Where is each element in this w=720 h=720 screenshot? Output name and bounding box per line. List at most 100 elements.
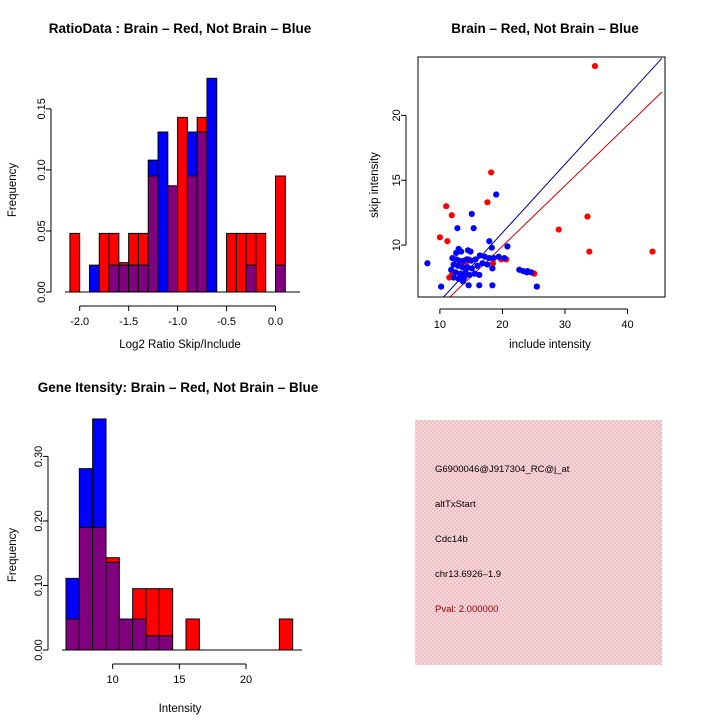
scatter-point: [476, 252, 484, 259]
x-axis-tick-label: 40: [621, 319, 633, 331]
hist-bar: [275, 175, 286, 266]
scatter-point: [476, 282, 483, 289]
scatter-point: [493, 191, 500, 198]
hist-bar: [255, 232, 267, 293]
scatter-point: [438, 283, 445, 290]
scatter-point: [443, 203, 450, 210]
hist-bar-overlap: [196, 131, 208, 293]
gene-intensity-bars: [65, 418, 294, 651]
scatter-point: [458, 248, 465, 255]
x-axis-tick-label: 20: [240, 674, 252, 686]
scatter-point: [466, 271, 474, 279]
scatter-point: [472, 256, 479, 263]
x-axis-tick-label: 10: [107, 674, 119, 686]
y-axis-tick-label: 0.20: [33, 510, 45, 531]
hist-bar-overlap: [186, 175, 198, 293]
scatter-point: [468, 265, 475, 272]
scatter-inner: [424, 57, 663, 297]
hist-bar: [69, 232, 81, 293]
hist-bar: [226, 232, 237, 293]
scatter-point: [504, 243, 511, 250]
scatter-point: [495, 253, 502, 260]
hist-bar: [98, 232, 110, 293]
y-axis-tick-label: 0.00: [33, 639, 45, 660]
x-axis-tick-label: -0.5: [217, 316, 236, 328]
scatter-point: [448, 212, 455, 219]
hist-bar-overlap: [108, 264, 120, 293]
scatter-point: [528, 269, 535, 276]
ratio-histogram-bars: [69, 77, 286, 293]
intensity-scatter-title: Brain – Red, Not Brain – Blue: [451, 21, 639, 36]
gene-info-event-type: altTxStart: [435, 499, 476, 510]
panel-gene-info: G6900046@J917304_RC@j_at altTxStart Cdc14b…: [360, 360, 720, 720]
scatter-point: [488, 169, 495, 176]
scatter-point: [446, 274, 453, 281]
scatter-point: [489, 265, 496, 272]
scatter-point: [470, 225, 477, 232]
scatter-point: [450, 274, 457, 281]
scatter-point: [424, 260, 431, 267]
hist-bar: [137, 232, 149, 266]
x-axis-tick-label: 15: [173, 674, 185, 686]
ratio-histogram-svg: RatioData : Brain – Red, Not Brain – Blu…: [7, 21, 312, 351]
hist-bar: [145, 588, 160, 637]
hist-bar-overlap: [275, 264, 286, 293]
gene-info-svg: G6900046@J917304_RC@j_at altTxStart Cdc14b…: [415, 420, 662, 665]
gene-info-gene-symbol: Cdc14b: [435, 534, 468, 545]
scatter-point: [457, 270, 464, 277]
x-axis-tick-label: 0.0: [268, 316, 283, 328]
hist-bar-overlap: [65, 618, 80, 651]
y-axis-tick-label: 0.15: [36, 98, 48, 119]
hist-bar-overlap: [118, 264, 130, 293]
gene-info-text-block: G6900046@J917304_RC@j_at altTxStart Cdc14b…: [435, 464, 570, 615]
scatter-point: [488, 244, 495, 251]
hist-bar-overlap: [105, 561, 120, 651]
gene-info-locus: chr13.6926–1.9: [435, 569, 501, 580]
scatter-point: [649, 248, 656, 255]
scatter-point: [523, 269, 530, 276]
scatter-point: [453, 249, 460, 256]
x-axis-tick-label: 20: [496, 319, 508, 331]
hist-bar: [235, 232, 247, 293]
hist-bar: [65, 577, 80, 620]
hist-bar-overlap: [145, 635, 160, 651]
hist-bar-overlap: [128, 264, 139, 293]
hist-bar-overlap: [92, 526, 107, 651]
scatter-point: [555, 226, 562, 233]
scatter-point: [490, 254, 497, 262]
scatter-point: [444, 238, 451, 245]
ratio-histogram-xlabel: Log2 Ratio Skip/Include: [119, 339, 240, 351]
hist-bar: [157, 131, 169, 293]
scatter-point: [591, 62, 599, 70]
scatter-point: [465, 282, 472, 289]
scatter-point: [501, 254, 508, 262]
scatter-point: [489, 260, 497, 267]
scatter-point: [533, 283, 540, 290]
hist-bar-overlap: [137, 264, 149, 293]
y-axis-tick-label: 20: [391, 109, 403, 121]
x-axis-tick-label: -1.0: [168, 316, 187, 328]
scatter-point: [474, 262, 481, 269]
hist-bar: [186, 131, 198, 177]
hist-bar-overlap: [167, 185, 179, 293]
gene-info-pvalue: Pval: 2.000000: [435, 604, 498, 615]
scatter-point: [476, 271, 483, 279]
scatter-point: [459, 264, 466, 271]
intensity-scatter-svg: Brain – Red, Not Brain – Blue 10 20 30 4010…: [369, 21, 666, 351]
panel-intensity-scatter: Brain – Red, Not Brain – Blue 10 20 30 40 10…: [360, 0, 720, 360]
scatter-point: [586, 248, 593, 255]
hist-bar: [108, 232, 120, 266]
scatter-point: [468, 210, 475, 218]
panel-ratio-histogram: RatioData : Brain – Red, Not Brain – Blu…: [0, 0, 360, 360]
gene-info-background: [415, 420, 662, 665]
y-axis-tick-label: 10: [391, 239, 403, 251]
hist-bar: [196, 116, 208, 133]
hist-bar: [132, 588, 147, 620]
hist-bar: [78, 468, 94, 528]
x-axis-tick-label: -1.5: [119, 316, 138, 328]
hist-bar-overlap: [78, 526, 94, 651]
hist-bar: [158, 588, 174, 637]
gene-intensity-xlabel: Intensity: [159, 703, 202, 715]
y-axis-tick-label: 0.30: [33, 446, 45, 467]
